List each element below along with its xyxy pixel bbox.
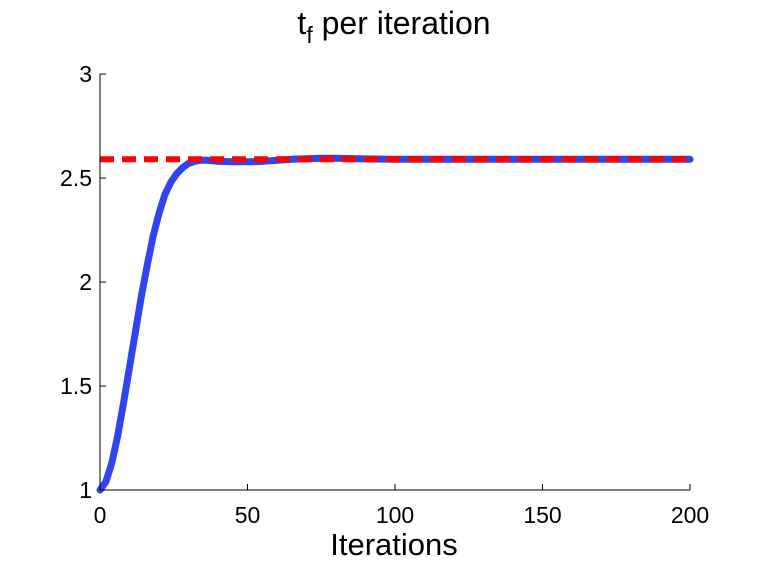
x-tick-label: 50 [235, 502, 261, 528]
chart-title-base: t [297, 5, 306, 41]
series-line [96, 154, 694, 494]
y-tick-label: 3 [79, 61, 92, 87]
chart-title-subscript: f [306, 22, 313, 48]
x-axis-label: Iterations [330, 527, 458, 562]
x-tick-label: 150 [523, 502, 561, 528]
chart-title: tf per iteration [297, 5, 490, 48]
x-tick-label: 0 [94, 502, 107, 528]
chart-title-rest: per iteration [313, 5, 491, 41]
x-tick-label: 100 [376, 502, 414, 528]
x-tick-label: 200 [671, 502, 709, 528]
plot-area [96, 154, 694, 494]
axes [99, 74, 690, 491]
ticks: 0 50 100 150 200 1 1.5 2 2.5 3 [60, 61, 709, 528]
y-tick-label: 1.5 [60, 373, 92, 399]
y-tick-label: 1 [79, 477, 92, 503]
y-tick-label: 2 [79, 269, 92, 295]
y-tick-label: 2.5 [60, 165, 92, 191]
